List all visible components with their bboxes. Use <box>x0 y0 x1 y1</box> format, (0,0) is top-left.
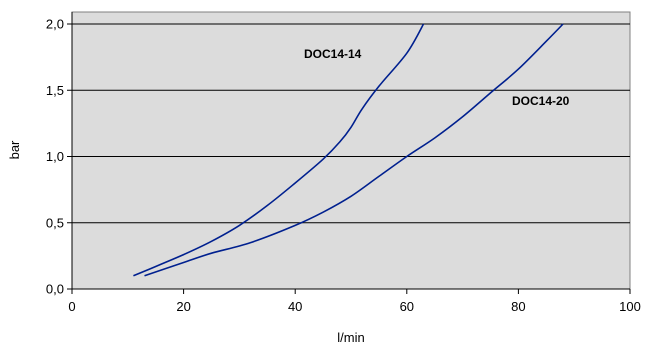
x-tick-label: 0 <box>68 299 75 314</box>
gridlines <box>72 23 630 224</box>
x-axis-title: l/min <box>337 330 364 345</box>
plot-area <box>71 11 631 290</box>
y-axis-ticks: 0,0 0,5 1,0 1,5 2,0 <box>46 17 72 297</box>
x-tick-label: 20 <box>176 299 190 314</box>
series-label-doc14-14: DOC14-14 <box>304 47 362 61</box>
x-tick-label: 40 <box>288 299 302 314</box>
axes <box>71 12 630 290</box>
y-tick-label: 0,5 <box>46 215 64 230</box>
x-tick-label: 80 <box>511 299 525 314</box>
x-tick-label: 100 <box>619 299 641 314</box>
y-tick-label: 2,0 <box>46 17 64 32</box>
x-tick-label: 60 <box>400 299 414 314</box>
y-axis-title: bar <box>7 140 22 159</box>
series-line-doc14-20 <box>144 23 564 277</box>
series-line-doc14-14 <box>133 23 425 277</box>
y-tick-label: 1,5 <box>46 83 64 98</box>
y-tick-label: 0,0 <box>46 282 64 297</box>
series-lines <box>133 23 564 277</box>
y-tick-label: 1,0 <box>46 149 64 164</box>
series-label-doc14-20: DOC14-20 <box>512 94 570 108</box>
x-axis-ticks: 0 20 40 60 80 100 <box>68 289 641 314</box>
